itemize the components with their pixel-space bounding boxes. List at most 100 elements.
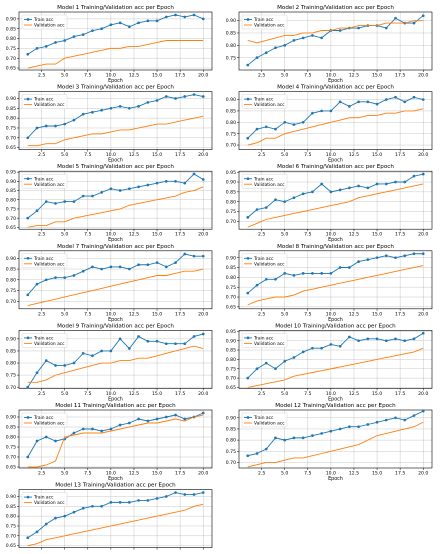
x-tick-label: 12.5 bbox=[349, 311, 359, 317]
chart-2: Model 2 Training/Validation acc per Epoc… bbox=[226, 5, 433, 84]
train-acc-point bbox=[183, 493, 187, 496]
chart-title: Model 8 Training/Validation acc per Epoc… bbox=[277, 244, 394, 250]
y-tick-label: 0.70 bbox=[6, 385, 16, 391]
x-tick-label: 15.0 bbox=[372, 471, 382, 477]
train-acc-point bbox=[72, 118, 76, 122]
validation-acc-line bbox=[27, 345, 204, 383]
train-acc-point bbox=[192, 254, 196, 258]
train-acc-point bbox=[311, 272, 314, 275]
train-acc-point bbox=[44, 435, 48, 439]
validation-acc-line bbox=[247, 421, 424, 468]
legend-train-marker bbox=[246, 97, 250, 101]
train-acc-point bbox=[35, 282, 39, 286]
train-acc-line bbox=[247, 332, 424, 379]
train-acc-point bbox=[384, 98, 388, 101]
y-tick-label: 0.75 bbox=[226, 131, 236, 137]
train-acc-point bbox=[264, 361, 268, 365]
train-acc-point bbox=[109, 23, 113, 27]
train-acc-point bbox=[26, 293, 30, 297]
train-acc-point bbox=[26, 136, 30, 140]
plot-frame bbox=[18, 409, 213, 469]
train-acc-point bbox=[301, 436, 305, 440]
x-tick-label: 20.0 bbox=[418, 311, 428, 317]
plot-frame bbox=[18, 250, 213, 310]
x-tick-label: 2.5 bbox=[258, 311, 265, 317]
x-tick-label: 10.0 bbox=[326, 311, 336, 317]
y-tick-label: 0.90 bbox=[6, 494, 16, 500]
train-acc-point bbox=[274, 277, 277, 281]
train-acc-point bbox=[54, 439, 57, 443]
train-acc-point bbox=[35, 530, 39, 534]
x-tick-label: 12.5 bbox=[129, 232, 139, 238]
x-tick-label: 2.5 bbox=[258, 73, 265, 79]
train-acc-point bbox=[100, 349, 103, 353]
validation-acc-line bbox=[27, 503, 204, 547]
x-tick-label: 12.5 bbox=[129, 73, 139, 79]
y-tick-label: 0.65 bbox=[6, 543, 16, 549]
train-acc-point bbox=[348, 186, 351, 190]
train-acc-point bbox=[246, 376, 250, 380]
train-acc-point bbox=[91, 29, 94, 33]
train-acc-point bbox=[320, 346, 323, 350]
train-acc-point bbox=[357, 425, 360, 429]
train-acc-point bbox=[384, 182, 388, 186]
train-acc-point bbox=[128, 347, 131, 350]
plot-frame bbox=[18, 91, 213, 150]
legend-train-label: Train acc bbox=[33, 97, 54, 103]
train-acc-point bbox=[338, 100, 342, 104]
train-acc-point bbox=[375, 256, 379, 260]
train-acc-point bbox=[283, 272, 287, 275]
legend-box bbox=[21, 412, 68, 428]
train-acc-point bbox=[192, 335, 196, 338]
x-tick-label: 7.5 bbox=[84, 73, 91, 79]
x-tick-label: 12.5 bbox=[349, 391, 359, 397]
train-acc-point bbox=[311, 346, 314, 350]
train-acc-point bbox=[26, 216, 30, 220]
y-tick-label: 0.80 bbox=[6, 514, 16, 520]
legend-train-label: Train acc bbox=[33, 336, 54, 342]
train-acc-point bbox=[63, 200, 67, 203]
train-acc-point bbox=[54, 202, 57, 205]
train-acc-line bbox=[27, 94, 204, 139]
train-acc-point bbox=[174, 13, 177, 17]
plot-frame bbox=[18, 11, 213, 71]
train-acc-point bbox=[128, 501, 131, 504]
train-acc-point bbox=[183, 15, 187, 19]
train-acc-point bbox=[100, 504, 103, 508]
x-tick-label: 12.5 bbox=[349, 232, 359, 238]
legend-validation-label: Validation acc bbox=[254, 261, 285, 267]
x-tick-label: 15.0 bbox=[372, 152, 382, 158]
train-acc-point bbox=[421, 98, 425, 101]
x-tick-label: 15.0 bbox=[152, 152, 162, 158]
x-tick-label: 20.0 bbox=[418, 471, 428, 477]
legend-train-label: Train acc bbox=[253, 336, 274, 342]
train-acc-point bbox=[35, 126, 39, 130]
train-acc-point bbox=[311, 190, 314, 194]
legend-box bbox=[241, 253, 288, 269]
x-axis-label: Epoch bbox=[328, 396, 343, 402]
train-acc-point bbox=[412, 21, 416, 25]
y-tick-label: 0.70 bbox=[6, 135, 16, 141]
x-tick-label: 5.0 bbox=[61, 152, 68, 158]
train-acc-point bbox=[128, 106, 131, 110]
train-acc-point bbox=[128, 267, 131, 271]
train-acc-point bbox=[320, 182, 323, 186]
train-acc-point bbox=[255, 283, 259, 287]
validation-acc-line bbox=[27, 115, 204, 147]
x-tick-label: 20.0 bbox=[198, 471, 208, 477]
train-acc-point bbox=[264, 277, 268, 281]
train-acc-point bbox=[155, 261, 159, 264]
train-acc-point bbox=[403, 180, 407, 184]
train-acc-point bbox=[146, 419, 150, 423]
train-acc-point bbox=[264, 125, 268, 129]
y-tick-label: 0.75 bbox=[6, 207, 16, 213]
legend-train-label: Train acc bbox=[33, 495, 54, 501]
x-tick-label: 20.0 bbox=[418, 391, 428, 397]
train-acc-point bbox=[338, 427, 342, 431]
train-acc-point bbox=[274, 46, 277, 50]
y-tick-label: 0.70 bbox=[226, 295, 236, 301]
train-acc-point bbox=[109, 501, 113, 504]
y-tick-label: 0.80 bbox=[6, 361, 16, 367]
train-acc-point bbox=[137, 499, 140, 502]
